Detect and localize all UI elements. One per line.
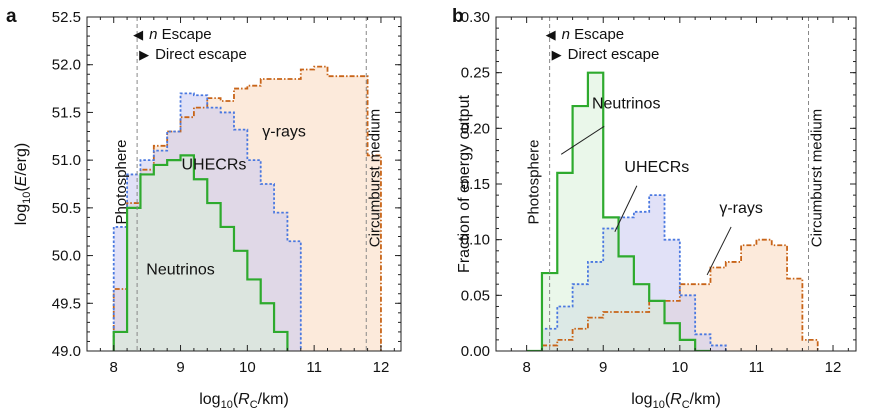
- ytick-label-a-5: 51.5: [52, 104, 81, 121]
- series-line-neutrinos-b: [526, 71, 711, 351]
- ylabel-b: Fraction of energy output: [456, 95, 473, 273]
- series-fill-neutrinos-a: [113, 155, 288, 351]
- series-line-gamma-b: [526, 238, 819, 351]
- ytick-label-a-4: 51.0: [52, 152, 81, 169]
- xtick-label-a-2: 10: [239, 359, 256, 376]
- label-leader-uhecr-b: [614, 185, 638, 232]
- legend-marker-b-1: ▶: [552, 47, 562, 62]
- ytick-label-a-7: 52.5: [52, 9, 81, 26]
- ytick-label-a-2: 50.0: [52, 248, 81, 265]
- panel-a: 8 9 10 11 12 49.0 49.5 50.0 50.5 51.0 51.5 52.0 52.5…: [6, 6, 402, 411]
- legend-text-b-0: n Escape: [562, 26, 625, 43]
- panel-b: 8 9 10 11 12 0.00 0.05 0.10 0.15 0.20 0.25 0.30b log…: [452, 6, 857, 411]
- xtick-label-a-4: 12: [373, 359, 390, 376]
- plot-area-a: [112, 65, 382, 351]
- series-label-uhecr-b: UHECRs: [624, 159, 689, 176]
- vline-label-b-0: Photosphere: [526, 139, 543, 224]
- series-label-uhecr-a: UHECRs: [181, 157, 246, 174]
- series-line-neutrinos-a: [112, 154, 289, 351]
- xtick-label-b-3: 11: [749, 359, 765, 376]
- legend-marker-b-0: ◀: [546, 27, 556, 42]
- xtick-label-b-0: 8: [522, 359, 530, 376]
- ytick-label-b-3: 0.15: [461, 176, 490, 193]
- panel-letter-b: b: [452, 6, 464, 27]
- series-label-neutrinos-a: Neutrinos: [146, 262, 214, 279]
- ytick-label-a-3: 50.5: [52, 200, 81, 217]
- xtick-label-b-2: 10: [671, 359, 688, 376]
- ytick-label-a-6: 52.0: [52, 57, 81, 74]
- ylabel-a: log10(E/erg): [13, 143, 33, 226]
- ytick-label-b-2: 0.10: [461, 232, 490, 249]
- legend-text-a-0: n Escape: [149, 26, 212, 43]
- ytick-label-a-1: 49.5: [52, 295, 81, 312]
- ytick-label-b-4: 0.20: [461, 120, 490, 137]
- legend-text-b-1: Direct escape: [568, 46, 660, 63]
- axes-frame-a: [86, 16, 402, 352]
- plot-area-b: [526, 71, 819, 351]
- xlabel-a: log10(RC/km): [199, 391, 289, 411]
- series-label-gamma-a: γ-rays: [262, 123, 306, 140]
- xtick-label-b-1: 9: [599, 359, 607, 376]
- legend-marker-a-0: ◀: [133, 27, 143, 42]
- ytick-label-b-5: 0.25: [461, 65, 490, 82]
- panel-letter-a: a: [6, 6, 17, 27]
- xtick-label-a-1: 9: [176, 359, 184, 376]
- xtick-label-a-3: 11: [306, 359, 322, 376]
- ytick-label-a-0: 49.0: [52, 343, 81, 360]
- vline-label-b-1: Circumburst medium: [809, 109, 826, 247]
- series-line-uhecr-a: [112, 92, 302, 351]
- legend-marker-a-1: ▶: [139, 47, 149, 62]
- legend-text-a-1: Direct escape: [155, 46, 247, 63]
- xlabel-b: log10(RC/km): [631, 391, 721, 411]
- label-leader-neutrinos-b: [560, 125, 605, 155]
- vline-label-a-1: Circumburst medium: [366, 109, 383, 247]
- series-line-uhecr-b: [526, 194, 727, 351]
- xtick-label-a-0: 8: [110, 359, 118, 376]
- series-fill-neutrinos-b: [526, 72, 711, 351]
- vline-label-a-0: Photosphere: [113, 139, 130, 224]
- ytick-label-b-1: 0.05: [461, 287, 490, 304]
- label-leader-gamma-b: [706, 226, 732, 276]
- xtick-label-b-4: 12: [825, 359, 842, 376]
- series-label-gamma-b: γ-rays: [719, 200, 763, 217]
- series-label-neutrinos-b: Neutrinos: [592, 95, 660, 112]
- ytick-label-b-6: 0.30: [461, 9, 490, 26]
- ytick-label-b-0: 0.00: [461, 343, 490, 360]
